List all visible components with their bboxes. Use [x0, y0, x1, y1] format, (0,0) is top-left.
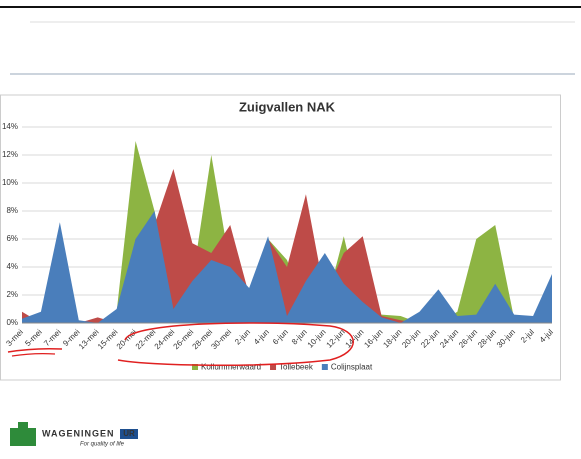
legend-swatch	[321, 364, 328, 370]
legend-label: Colijnsplaat	[331, 363, 373, 372]
handwritten-underline	[11, 353, 56, 357]
y-tick-label: 0%	[6, 318, 18, 327]
y-tick-label: 4%	[6, 262, 18, 271]
logo: WAGENINGEN UR For quality of life	[10, 422, 138, 448]
logo-icon	[18, 422, 28, 430]
y-tick-label: 12%	[2, 150, 18, 159]
y-tick-label: 6%	[6, 234, 18, 243]
chart-frame	[0, 94, 561, 381]
chart-title: Zuigvallen NAK	[239, 99, 336, 114]
y-tick-label: 10%	[2, 178, 18, 187]
logo-suffix: UR	[123, 429, 135, 438]
legend-swatch	[270, 364, 277, 370]
legend-label: Kollummerwaard	[201, 363, 261, 372]
logo-box	[120, 429, 138, 439]
logo-tagline: For quality of life	[80, 442, 125, 448]
logo-name: WAGENINGEN	[42, 428, 115, 438]
legend-swatch	[192, 364, 198, 370]
area	[22, 211, 552, 323]
logo-icon	[10, 428, 36, 446]
handwritten-underline	[7, 348, 63, 353]
y-tick-label: 2%	[6, 290, 18, 299]
legend-label: Tollebeek	[279, 363, 314, 372]
y-tick-label: 14%	[2, 122, 18, 131]
y-tick-label: 8%	[6, 206, 18, 215]
handwritten-circle	[117, 322, 354, 367]
